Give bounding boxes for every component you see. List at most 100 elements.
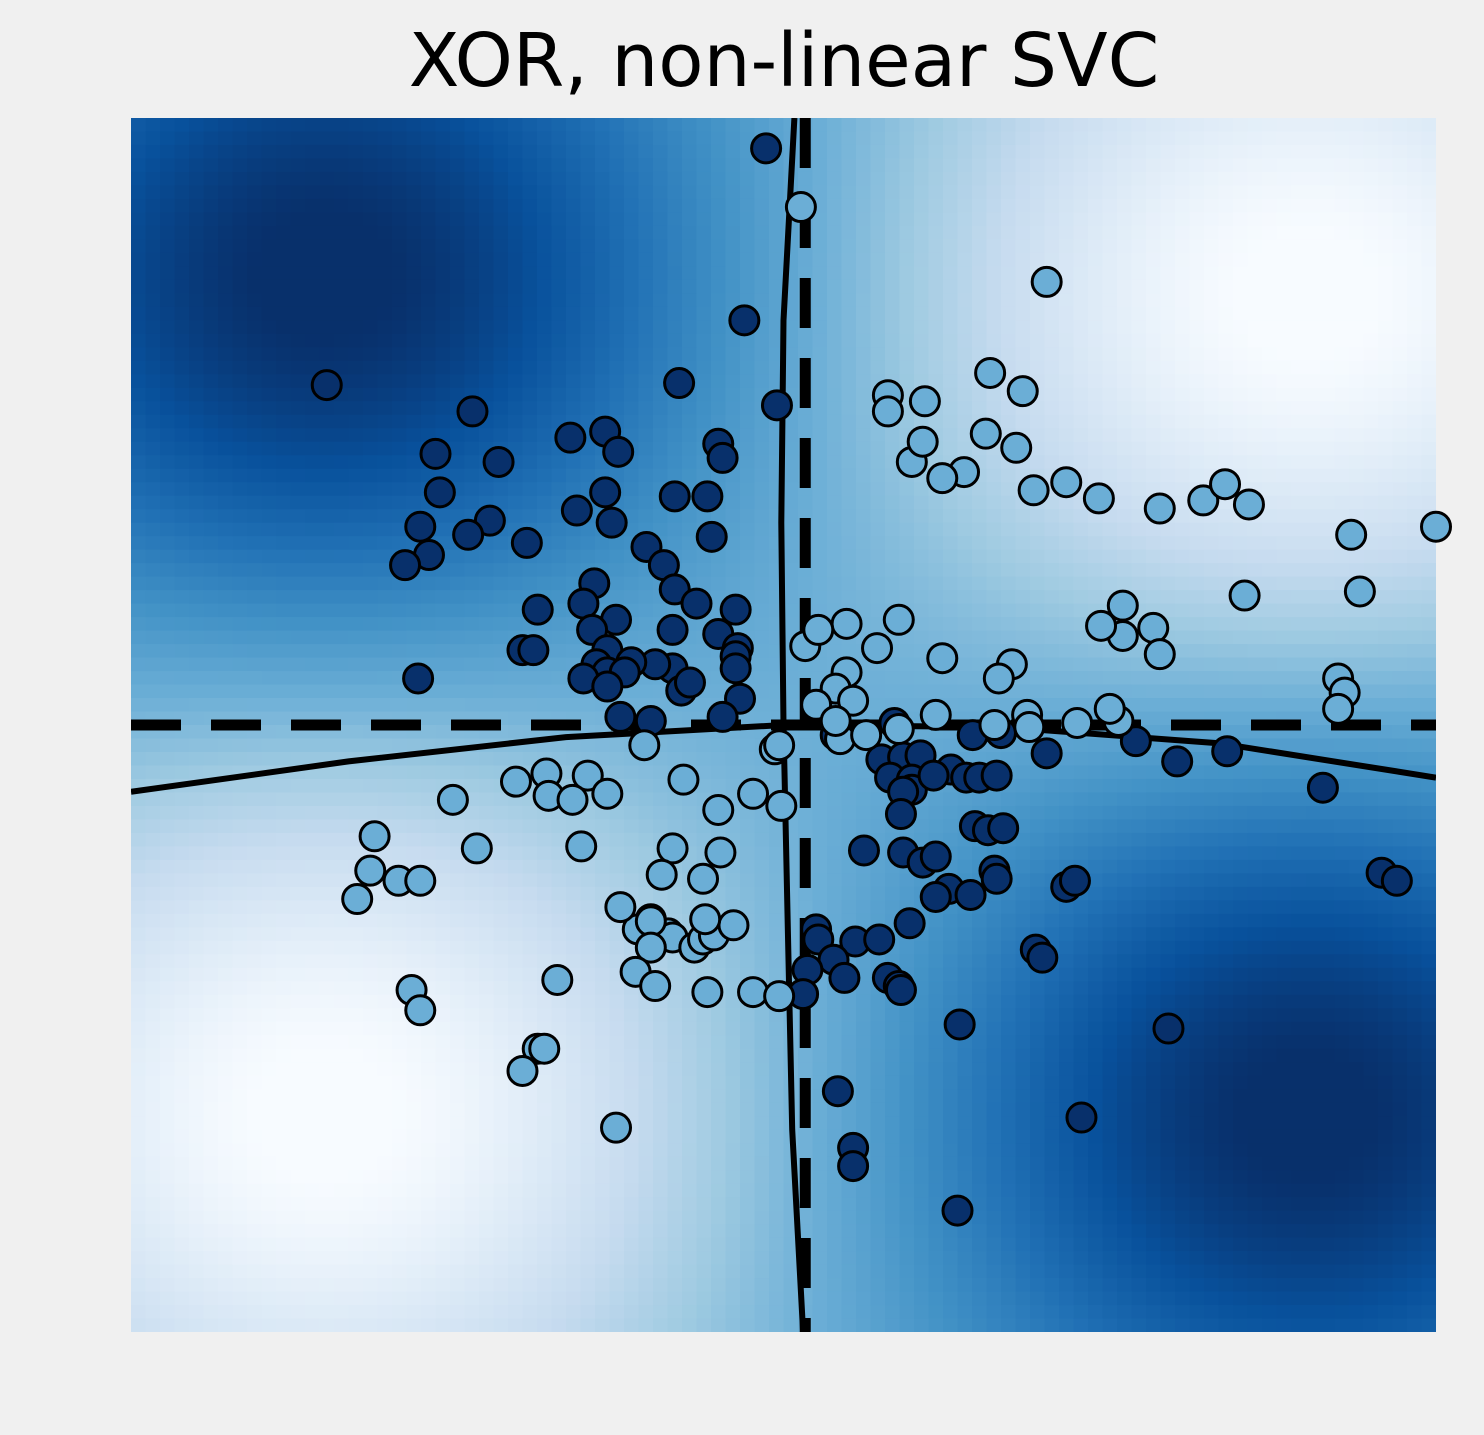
heatmap-cell (218, 994, 234, 1010)
heatmap-cell (131, 994, 147, 1010)
heatmap-cell (595, 981, 611, 996)
heatmap-cell (276, 819, 292, 834)
heatmap-cell (508, 1021, 524, 1037)
heatmap-cell (290, 1264, 306, 1279)
heatmap-cell (232, 482, 248, 497)
heatmap-cell (711, 1021, 727, 1037)
heatmap-cell (218, 333, 234, 349)
heatmap-cell (363, 684, 379, 699)
heatmap-cell (247, 252, 263, 268)
heatmap-cell (754, 698, 770, 713)
heatmap-cell (522, 698, 538, 713)
heatmap-cell (740, 441, 756, 457)
heatmap-cell (363, 266, 379, 281)
heatmap-cell (319, 913, 335, 929)
heatmap-cell (769, 1183, 785, 1198)
heatmap-cell (406, 239, 422, 254)
heatmap-cell (203, 333, 219, 349)
heatmap-cell (464, 630, 480, 645)
heatmap-cell (363, 374, 379, 389)
heatmap-cell (464, 617, 480, 632)
heatmap-cell (406, 468, 422, 483)
heatmap-cell (682, 131, 698, 146)
heatmap-cell (174, 333, 190, 349)
heatmap-cell (392, 131, 408, 146)
heatmap-cell (160, 374, 176, 389)
heatmap-cell (740, 1291, 756, 1306)
heatmap-cell (725, 819, 741, 834)
heatmap-cell (595, 832, 611, 848)
heatmap-cell (856, 1048, 872, 1064)
heatmap-cell (638, 819, 654, 834)
heatmap-cell (551, 118, 567, 133)
heatmap-cell (290, 1143, 306, 1158)
heatmap-cell (261, 657, 277, 672)
heatmap-cell (537, 1089, 553, 1104)
heatmap-cell (566, 1183, 582, 1198)
heatmap-cell (827, 765, 843, 780)
heatmap-cell (551, 239, 567, 254)
heatmap-cell (885, 576, 901, 591)
heatmap-cell (725, 940, 741, 956)
heatmap-cell (189, 1156, 205, 1171)
heatmap-cell (725, 225, 741, 241)
heatmap-cell (595, 360, 611, 376)
heatmap-cell (189, 387, 205, 403)
heatmap-cell (479, 1089, 495, 1104)
heatmap-cell (609, 198, 625, 214)
heatmap-cell (232, 401, 248, 416)
heatmap-cell (348, 981, 364, 996)
heatmap-cell (580, 118, 596, 133)
heatmap-cell (870, 266, 886, 281)
heatmap-cell (305, 428, 321, 443)
heatmap-cell (580, 967, 596, 983)
heatmap-cell (406, 1048, 422, 1064)
heatmap-cell (566, 819, 582, 834)
heatmap-cell (174, 252, 190, 268)
heatmap-cell (218, 536, 234, 551)
heatmap-cell (885, 1021, 901, 1037)
heatmap-cell (464, 225, 480, 241)
heatmap-cell (508, 913, 524, 929)
heatmap-cell (145, 1318, 161, 1332)
heatmap-cell (566, 1021, 582, 1037)
heatmap-cell (363, 1089, 379, 1104)
heatmap-cell (754, 846, 770, 861)
heatmap-cell (841, 414, 857, 430)
heatmap-cell (319, 630, 335, 645)
heatmap-cell (725, 1048, 741, 1064)
heatmap-cell (725, 1237, 741, 1252)
heatmap-cell (812, 266, 828, 281)
heatmap-cell (261, 617, 277, 632)
heatmap-cell (551, 994, 567, 1010)
heatmap-cell (363, 468, 379, 483)
heatmap-cell (754, 1170, 770, 1185)
heatmap-cell (885, 1291, 901, 1306)
heatmap-cell (580, 212, 596, 227)
heatmap-cell (406, 387, 422, 403)
heatmap-cell (551, 1089, 567, 1104)
heatmap-cell (392, 1156, 408, 1171)
heatmap-cell (450, 1048, 466, 1064)
heatmap-cell (203, 1156, 219, 1171)
heatmap-cell (319, 603, 335, 618)
heatmap-cell (305, 1129, 321, 1144)
heatmap-cell (696, 1156, 712, 1171)
heatmap-cell (421, 1237, 437, 1252)
heatmap-cell (131, 401, 147, 416)
heatmap-cell (218, 1089, 234, 1104)
heatmap-cell (218, 886, 234, 902)
heatmap-cell (754, 1318, 770, 1332)
heatmap-cell (305, 279, 321, 295)
heatmap-cell (682, 509, 698, 524)
heatmap-cell (319, 1264, 335, 1279)
heatmap-cell (522, 306, 538, 322)
heatmap-cell (609, 859, 625, 875)
heatmap-cell (827, 414, 843, 430)
heatmap-cell (363, 1035, 379, 1050)
heatmap-cell (725, 1318, 741, 1332)
heatmap-cell (711, 576, 727, 591)
heatmap-cell (609, 832, 625, 848)
heatmap-cell (145, 1210, 161, 1225)
heatmap-cell (218, 576, 234, 591)
